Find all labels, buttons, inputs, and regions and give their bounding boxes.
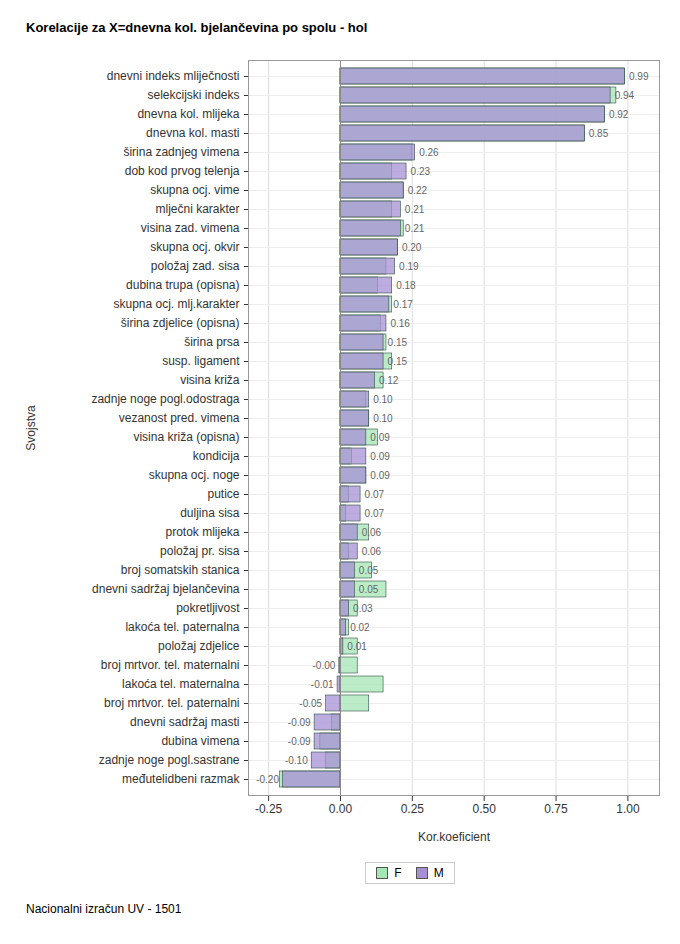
svg-text:kondicija: kondicija [193, 449, 240, 463]
svg-text:0.09: 0.09 [370, 432, 390, 443]
svg-text:-0.01: -0.01 [311, 679, 334, 690]
svg-text:visina križa (opisna): visina križa (opisna) [133, 430, 239, 444]
svg-text:dubina trupa (opisna): dubina trupa (opisna) [126, 278, 239, 292]
svg-text:0.07: 0.07 [365, 508, 385, 519]
svg-text:0.75: 0.75 [544, 802, 568, 816]
svg-text:0.09: 0.09 [370, 470, 390, 481]
svg-text:lakoća tel. maternalna: lakoća tel. maternalna [122, 677, 240, 691]
svg-text:0.20: 0.20 [402, 242, 422, 253]
svg-text:0.19: 0.19 [399, 261, 419, 272]
svg-text:0.92: 0.92 [609, 109, 629, 120]
svg-text:0.18: 0.18 [396, 280, 416, 291]
svg-text:skupna ocj. noge: skupna ocj. noge [149, 468, 240, 482]
svg-text:Svojstva: Svojstva [24, 405, 38, 451]
svg-text:međutelidbeni razmak: međutelidbeni razmak [122, 772, 240, 786]
svg-text:0.05: 0.05 [359, 584, 379, 595]
svg-text:dubina vimena: dubina vimena [161, 734, 239, 748]
svg-text:0.12: 0.12 [379, 375, 399, 386]
svg-text:zadnje noge pogl.odostraga: zadnje noge pogl.odostraga [91, 392, 239, 406]
svg-text:0.15: 0.15 [388, 356, 408, 367]
html-text:Korelacije za X=dnevna kol. bj: Korelacije za X=dnevna kol. bjelančevina… [26, 20, 368, 35]
svg-text:0.85: 0.85 [589, 128, 609, 139]
svg-text:duljina sisa: duljina sisa [180, 506, 240, 520]
svg-text:0.09: 0.09 [370, 451, 390, 462]
svg-text:zadnje noge pogl.sastrane: zadnje noge pogl.sastrane [99, 753, 240, 767]
svg-text:širina zadnjeg vimena: širina zadnjeg vimena [123, 145, 239, 159]
svg-text:-0.09: -0.09 [288, 736, 311, 747]
svg-text:0.06: 0.06 [362, 546, 382, 557]
svg-text:0.07: 0.07 [365, 489, 385, 500]
svg-text:dnevni sadržaj bjelančevina: dnevni sadržaj bjelančevina [92, 582, 240, 596]
svg-text:0.15: 0.15 [388, 337, 408, 348]
svg-text:skupna ocj. mlj.karakter: skupna ocj. mlj.karakter [113, 297, 239, 311]
html-text:F: F [394, 866, 402, 880]
svg-text:dnevni indeks mliječnosti: dnevni indeks mliječnosti [107, 69, 240, 83]
svg-text:lakoća tel. paternalna: lakoća tel. paternalna [125, 620, 239, 634]
svg-text:0.26: 0.26 [419, 147, 439, 158]
svg-text:mlječni karakter: mlječni karakter [155, 202, 239, 216]
svg-text:0.16: 0.16 [390, 318, 410, 329]
svg-text:0.21: 0.21 [405, 204, 425, 215]
svg-text:položaj pr. sisa: položaj pr. sisa [160, 544, 240, 558]
svg-text:visina zad. vimena: visina zad. vimena [141, 221, 240, 235]
svg-text:0.99: 0.99 [629, 71, 649, 82]
svg-text:-0.25: -0.25 [255, 802, 283, 816]
svg-text:susp. ligament: susp. ligament [162, 354, 240, 368]
html-text:Nacionalni izračun UV - 1501: Nacionalni izračun UV - 1501 [26, 902, 182, 916]
svg-text:širina zdjelice (opisna): širina zdjelice (opisna) [121, 316, 240, 330]
svg-text:0.10: 0.10 [373, 413, 393, 424]
svg-text:dnevna kol. masti: dnevna kol. masti [146, 126, 239, 140]
svg-text:širina prsa: širina prsa [184, 335, 240, 349]
svg-text:protok mlijeka: protok mlijeka [165, 525, 239, 539]
svg-text:0.21: 0.21 [405, 223, 425, 234]
svg-text:0.23: 0.23 [411, 166, 431, 177]
svg-text:dnevna kol. mlijeka: dnevna kol. mlijeka [137, 107, 239, 121]
svg-text:1.00: 1.00 [616, 802, 640, 816]
svg-text:-0.00: -0.00 [313, 660, 336, 671]
svg-text:0.01: 0.01 [347, 641, 367, 652]
svg-text:0.05: 0.05 [359, 565, 379, 576]
svg-text:visina križa: visina križa [180, 373, 240, 387]
svg-text:0.10: 0.10 [373, 394, 393, 405]
svg-text:putice: putice [207, 487, 239, 501]
svg-text:položaj zad. sisa: položaj zad. sisa [151, 259, 240, 273]
html-text:M: M [433, 866, 444, 880]
svg-text:0.03: 0.03 [353, 603, 373, 614]
svg-text:0.22: 0.22 [408, 185, 428, 196]
svg-text:broj somatskih stanica: broj somatskih stanica [121, 563, 240, 577]
svg-text:0.02: 0.02 [350, 622, 370, 633]
svg-text:-0.20: -0.20 [256, 774, 279, 785]
svg-text:0.50: 0.50 [472, 802, 496, 816]
svg-text:0.17: 0.17 [393, 299, 413, 310]
svg-text:dob kod prvog telenja: dob kod prvog telenja [125, 164, 240, 178]
svg-text:pokretljivost: pokretljivost [176, 601, 240, 615]
svg-text:skupna ocj. vime: skupna ocj. vime [150, 183, 240, 197]
svg-text:selekcijski indeks: selekcijski indeks [147, 88, 239, 102]
svg-text:-0.10: -0.10 [285, 755, 308, 766]
svg-text:-0.05: -0.05 [299, 698, 322, 709]
svg-text:-0.09: -0.09 [288, 717, 311, 728]
svg-text:0.94: 0.94 [615, 90, 635, 101]
svg-text:broj mrtvor. tel. maternalni: broj mrtvor. tel. maternalni [101, 658, 240, 672]
svg-text:Kor.koeficient: Kor.koeficient [418, 830, 491, 844]
svg-text:položaj zdjelice: položaj zdjelice [158, 639, 240, 653]
svg-text:broj mrtvor. tel. paternalni: broj mrtvor. tel. paternalni [104, 696, 239, 710]
svg-text:0.25: 0.25 [401, 802, 425, 816]
svg-text:dnevni sadržaj masti: dnevni sadržaj masti [130, 715, 239, 729]
svg-text:vezanost pred. vimena: vezanost pred. vimena [119, 411, 240, 425]
svg-text:0.06: 0.06 [362, 527, 382, 538]
svg-text:skupna ocj. okvir: skupna ocj. okvir [150, 240, 239, 254]
svg-text:0.00: 0.00 [329, 802, 353, 816]
